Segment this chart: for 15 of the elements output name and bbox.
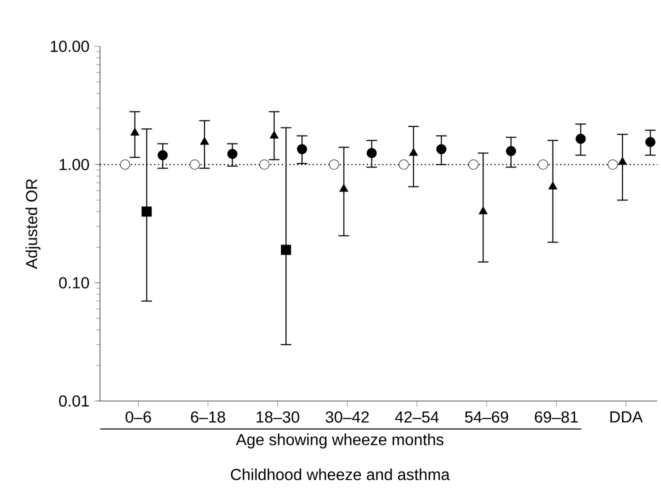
- y-tick-label: 0.01: [59, 395, 89, 407]
- y-tick-label: 0.10: [59, 277, 89, 288]
- y-axis-title: Adjusted OR: [26, 179, 40, 269]
- x-tick-label: 30–42: [326, 411, 369, 423]
- x-tick-label: 18–30: [256, 411, 300, 423]
- x-tick-label: 6–18: [191, 411, 226, 423]
- x-tick-label: 54–69: [465, 411, 508, 423]
- x-tick-label: 0–6: [126, 411, 151, 423]
- x-tick-label: DDA: [610, 411, 643, 422]
- x-tick-label: 42–54: [395, 411, 439, 423]
- y-tick-label: 10.00: [50, 40, 89, 52]
- x-tick-label: 69–81: [534, 411, 578, 423]
- x-axis-title: Childhood wheeze and asthma: [230, 468, 450, 480]
- text: Age showing wheeze months: [236, 434, 444, 448]
- y-tick-label: 1.00: [60, 158, 89, 170]
